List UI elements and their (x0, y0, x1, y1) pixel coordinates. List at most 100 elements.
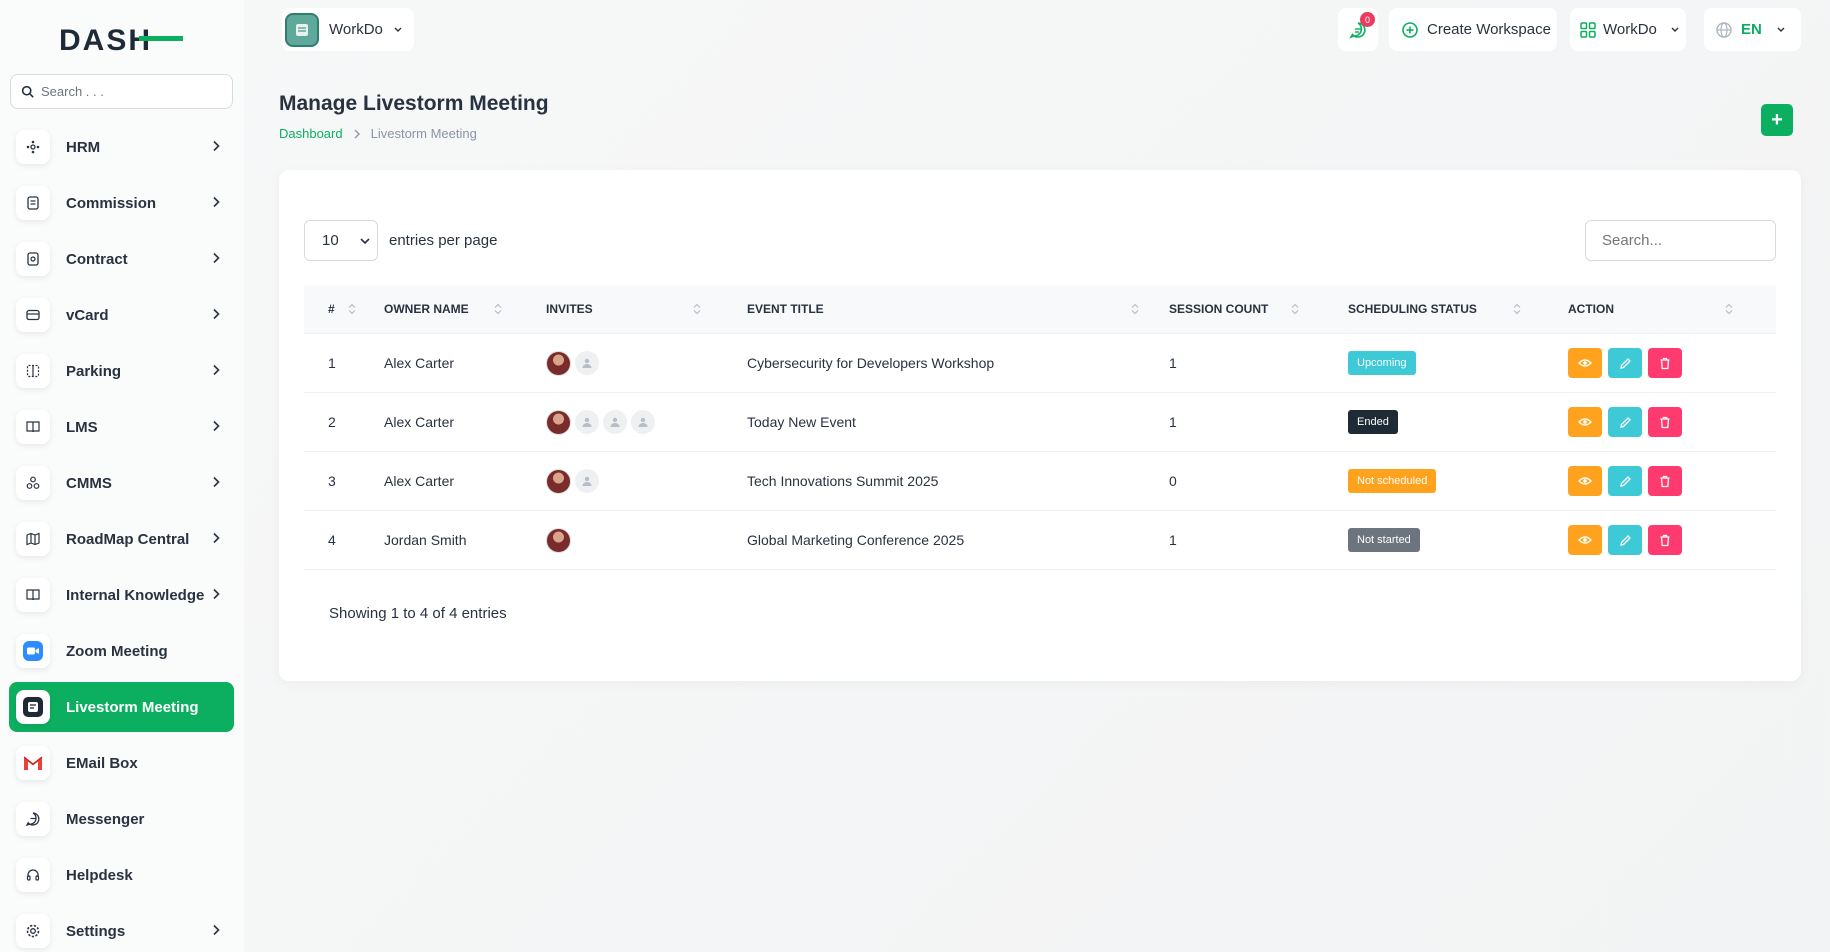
sidebar-item-zoom-meeting[interactable]: Zoom Meeting (9, 626, 234, 676)
search-icon (21, 85, 34, 98)
sidebar-item-hrm[interactable]: HRM (9, 122, 234, 172)
gear-icon (16, 914, 50, 948)
sidebar-item-helpdesk[interactable]: Helpdesk (9, 850, 234, 900)
delete-button[interactable] (1648, 466, 1682, 496)
sort-icon[interactable] (1131, 303, 1139, 318)
sidebar-item-label: Internal Knowledge (66, 586, 205, 604)
chevron-down-icon (360, 237, 370, 244)
user-placeholder-icon[interactable] (631, 410, 655, 434)
delete-button[interactable] (1648, 407, 1682, 437)
col-owner-name-header[interactable]: OWNER NAME (384, 285, 546, 334)
sidebar-item-livestorm-meeting[interactable]: Livestorm Meeting (9, 682, 234, 732)
sidebar-nav: HRM Commission Contract vCard Parking LMS CMMS… (0, 122, 244, 952)
status-badge: Not started (1348, 528, 1420, 552)
sidebar-item-label: Settings (66, 922, 126, 940)
row-number: 2 (328, 414, 336, 430)
delete-button[interactable] (1648, 348, 1682, 378)
col-number-header[interactable]: # (304, 285, 384, 334)
sort-icon[interactable] (693, 303, 701, 318)
chevron-right-icon (212, 363, 220, 381)
meetings-card: 10 entries per page #OWNER NAMEINVITESEV… (279, 170, 1801, 681)
plus-circle-icon (1402, 21, 1418, 38)
col-action-header[interactable]: ACTION (1568, 285, 1776, 334)
sidebar-item-internal-knowledge[interactable]: Internal Knowledge (9, 570, 234, 620)
parking-icon (16, 354, 50, 388)
sidebar-item-cmms[interactable]: CMMS (9, 458, 234, 508)
add-meeting-button[interactable]: + (1761, 104, 1793, 136)
language-label: EN (1741, 21, 1762, 38)
status-badge: Ended (1348, 410, 1398, 434)
sort-icon[interactable] (1513, 303, 1521, 318)
sort-icon[interactable] (348, 303, 356, 318)
delete-button[interactable] (1648, 525, 1682, 555)
sidebar-item-vcard[interactable]: vCard (9, 290, 234, 340)
col-invites-header[interactable]: INVITES (546, 285, 747, 334)
avatar[interactable] (546, 350, 571, 376)
column-header-label: EVENT TITLE (747, 302, 824, 316)
edit-button[interactable] (1608, 525, 1642, 555)
sidebar-item-label: vCard (66, 306, 109, 324)
create-workspace-button[interactable]: Create Workspace (1389, 8, 1557, 51)
globe-icon (1716, 21, 1732, 38)
messages-button[interactable]: 0 (1338, 8, 1378, 51)
sidebar-item-settings[interactable]: Settings (9, 906, 234, 952)
breadcrumb: Dashboard Livestorm Meeting (279, 126, 477, 141)
view-button[interactable] (1568, 407, 1602, 437)
invites-cell (546, 350, 747, 376)
user-placeholder-icon[interactable] (575, 351, 599, 375)
actions-cell (1568, 466, 1776, 496)
table-header: # OWNER NAME INVITES EVENT TITLE SESSION COU… (304, 285, 1776, 334)
avatar[interactable] (546, 409, 571, 435)
row-number: 4 (328, 532, 336, 548)
sidebar-item-parking[interactable]: Parking (9, 346, 234, 396)
sidebar-item-commission[interactable]: Commission (9, 178, 234, 228)
col-event-title-header[interactable]: EVENT TITLE (747, 285, 1169, 334)
dash-logo[interactable]: DASH (59, 24, 185, 54)
sort-icon[interactable] (494, 303, 502, 318)
chevron-down-icon (394, 27, 402, 32)
column-header-label: SCHEDULING STATUS (1348, 302, 1477, 316)
avatar[interactable] (546, 468, 571, 494)
sidebar-item-email-box[interactable]: EMail Box (9, 738, 234, 788)
sidebar-item-messenger[interactable]: Messenger (9, 794, 234, 844)
user-placeholder-icon[interactable] (575, 469, 599, 493)
table-search-input[interactable] (1585, 220, 1776, 261)
session-count: 1 (1169, 355, 1177, 371)
edit-button[interactable] (1608, 466, 1642, 496)
language-selector[interactable]: EN (1704, 8, 1801, 51)
avatar[interactable] (546, 527, 571, 553)
column-header-label: OWNER NAME (384, 302, 469, 316)
sidebar-item-label: Livestorm Meeting (66, 698, 199, 716)
headset-icon (16, 858, 50, 892)
user-placeholder-icon[interactable] (603, 410, 627, 434)
sidebar-item-label: Zoom Meeting (66, 642, 168, 660)
sort-icon[interactable] (1725, 303, 1733, 318)
hrm-icon (16, 130, 50, 164)
col-scheduling-status-header[interactable]: SCHEDULING STATUS (1348, 285, 1568, 334)
chevron-right-icon (212, 475, 220, 493)
row-actions (1568, 466, 1776, 496)
column-header-label: INVITES (546, 302, 593, 316)
invite-avatars (546, 527, 747, 553)
sidebar-item-lms[interactable]: LMS (9, 402, 234, 452)
sidebar-item-roadmap-central[interactable]: RoadMap Central (9, 514, 234, 564)
edit-button[interactable] (1608, 407, 1642, 437)
view-button[interactable] (1568, 466, 1602, 496)
view-button[interactable] (1568, 525, 1602, 555)
apps-icon (1580, 21, 1596, 38)
status-badge: Not scheduled (1348, 469, 1437, 493)
sidebar-item-contract[interactable]: Contract (9, 234, 234, 284)
workspace-menu[interactable]: WorkDo (1570, 8, 1686, 51)
breadcrumb-current: Livestorm Meeting (370, 126, 477, 141)
edit-button[interactable] (1608, 348, 1642, 378)
view-button[interactable] (1568, 348, 1602, 378)
chevron-down-icon (1671, 27, 1679, 32)
sort-icon[interactable] (1291, 303, 1299, 318)
column-header-label: SESSION COUNT (1169, 302, 1269, 316)
sidebar-search[interactable]: Search . . . (10, 74, 233, 109)
breadcrumb-dashboard-link[interactable]: Dashboard (279, 126, 343, 141)
user-placeholder-icon[interactable] (575, 410, 599, 434)
per-page-select[interactable]: 10 (304, 220, 378, 261)
workspace-switcher[interactable]: WorkDo (282, 8, 414, 51)
col-session-count-header[interactable]: SESSION COUNT (1169, 285, 1348, 334)
